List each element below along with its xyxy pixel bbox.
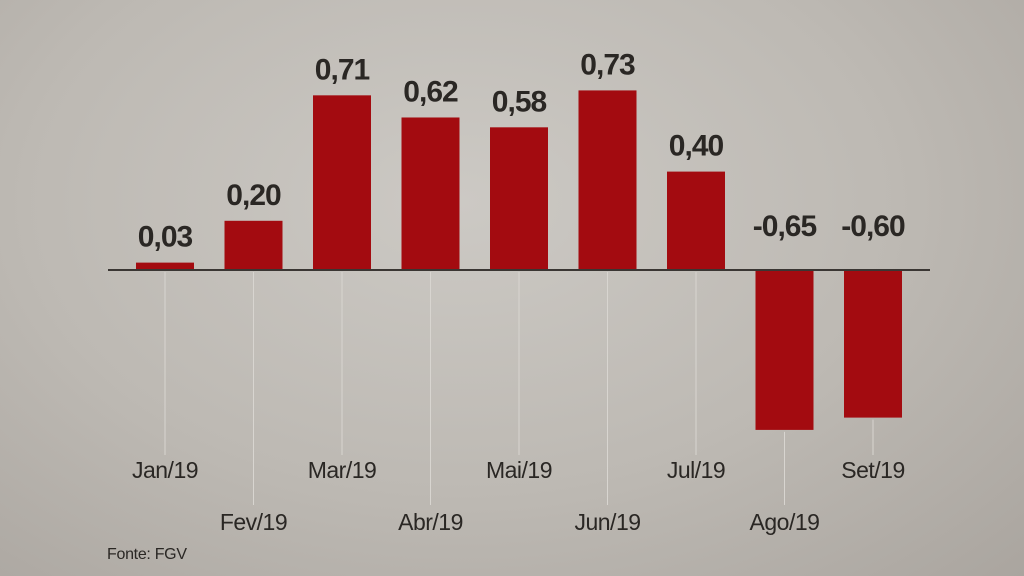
bar bbox=[313, 95, 371, 270]
source-note: Fonte: FGV bbox=[107, 546, 187, 563]
bar bbox=[490, 127, 548, 270]
leader-lines bbox=[164, 272, 874, 505]
bar bbox=[667, 171, 725, 270]
bars bbox=[136, 90, 902, 430]
bar bbox=[755, 270, 814, 430]
value-label: 0,58 bbox=[492, 85, 547, 118]
value-label: 0,73 bbox=[580, 48, 635, 81]
value-label: 0,20 bbox=[226, 179, 281, 212]
value-label: 0,62 bbox=[403, 75, 458, 108]
bar bbox=[136, 262, 194, 270]
x-tick-label: Mar/19 bbox=[308, 457, 377, 483]
x-tick-label: Jul/19 bbox=[667, 457, 725, 483]
x-tick-label: Mai/19 bbox=[486, 457, 552, 483]
value-label: -0,65 bbox=[753, 210, 817, 243]
bar bbox=[401, 117, 460, 270]
bar bbox=[224, 220, 283, 270]
x-tick-label: Set/19 bbox=[841, 457, 905, 483]
x-tick-label: Fev/19 bbox=[220, 509, 287, 535]
value-label: 0,03 bbox=[138, 221, 193, 254]
value-label: -0,60 bbox=[841, 210, 905, 243]
x-tick-label: Jun/19 bbox=[574, 509, 640, 535]
bar bbox=[844, 270, 902, 418]
tick-labels: Jan/19 Fev/19 Mar/19 Abr/19 Mai/19 Jun/19 Jul/… bbox=[132, 457, 905, 535]
value-labels: 0,03 0,20 0,71 0,62 0,58 0,73 0,40 -0,65 -0,60 bbox=[138, 48, 906, 254]
value-label: 0,40 bbox=[669, 130, 724, 163]
x-tick-label: Ago/19 bbox=[750, 509, 820, 535]
x-tick-label: Jan/19 bbox=[132, 457, 198, 483]
bar bbox=[578, 90, 637, 270]
x-tick-label: Abr/19 bbox=[398, 509, 463, 535]
value-label: 0,71 bbox=[315, 53, 370, 86]
